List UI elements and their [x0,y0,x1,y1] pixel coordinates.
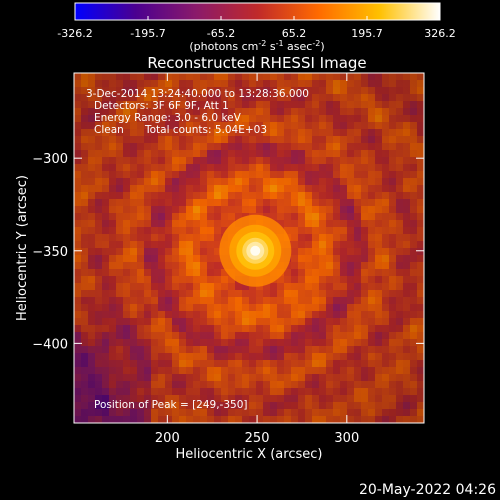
x-tick-label: 300 [334,431,359,446]
chart-title: Reconstructed RHESSI Image [147,54,366,72]
colorbar-tick-label: -65.2 [207,27,235,40]
peak-ring [250,245,261,256]
x-tick-label: 200 [155,431,180,446]
x-tick-label: 250 [245,431,270,446]
annotation-energy: Energy Range: 3.0 - 6.0 keV [94,112,242,124]
colorbar-unit-label: (photons cm-2 s-1 asec-2) [189,39,324,53]
colorbar-tick-label: 65.2 [282,27,307,40]
y-tick-label: −350 [32,245,68,260]
peak-source [219,214,292,287]
colorbar-tick-label: 326.2 [424,27,456,40]
axis-ticks: 200 250 300 −300 −350 −400 [32,73,424,446]
colorbar-tick-label: -326.2 [57,27,92,40]
x-axis-label: Heliocentric X (arcsec) [176,447,323,462]
colorbar-gradient [74,2,441,21]
y-tick-label: −400 [32,337,68,352]
colorbar: -326.2 -195.7 -65.2 65.2 195.7 326.2 (photons… [57,2,456,53]
annotation-counts: Total counts: 5.04E+03 [144,124,267,136]
annotation-peak: Position of Peak = [249,-350] [94,399,248,411]
y-tick-label: −300 [32,152,68,167]
annotation-block: 3-Dec-2014 13:24:40.000 to 13:28:36.000 … [86,88,309,411]
annotation-detectors: Detectors: 3F 6F 9F, Att 1 [94,100,229,112]
plot-frame [73,72,425,424]
colorbar-ticks: -326.2 -195.7 -65.2 65.2 195.7 326.2 [57,16,456,40]
annotation-time: 3-Dec-2014 13:24:40.000 to 13:28:36.000 [86,88,309,100]
annotation-method: Clean [94,124,124,136]
y-axis-label: Heliocentric Y (arcsec) [15,175,30,321]
colorbar-tick-label: -195.7 [130,27,165,40]
colorbar-tick-label: 195.7 [351,27,383,40]
date-stamp: 20-May-2022 04:26 [358,482,496,498]
heatmap-image [74,73,424,423]
